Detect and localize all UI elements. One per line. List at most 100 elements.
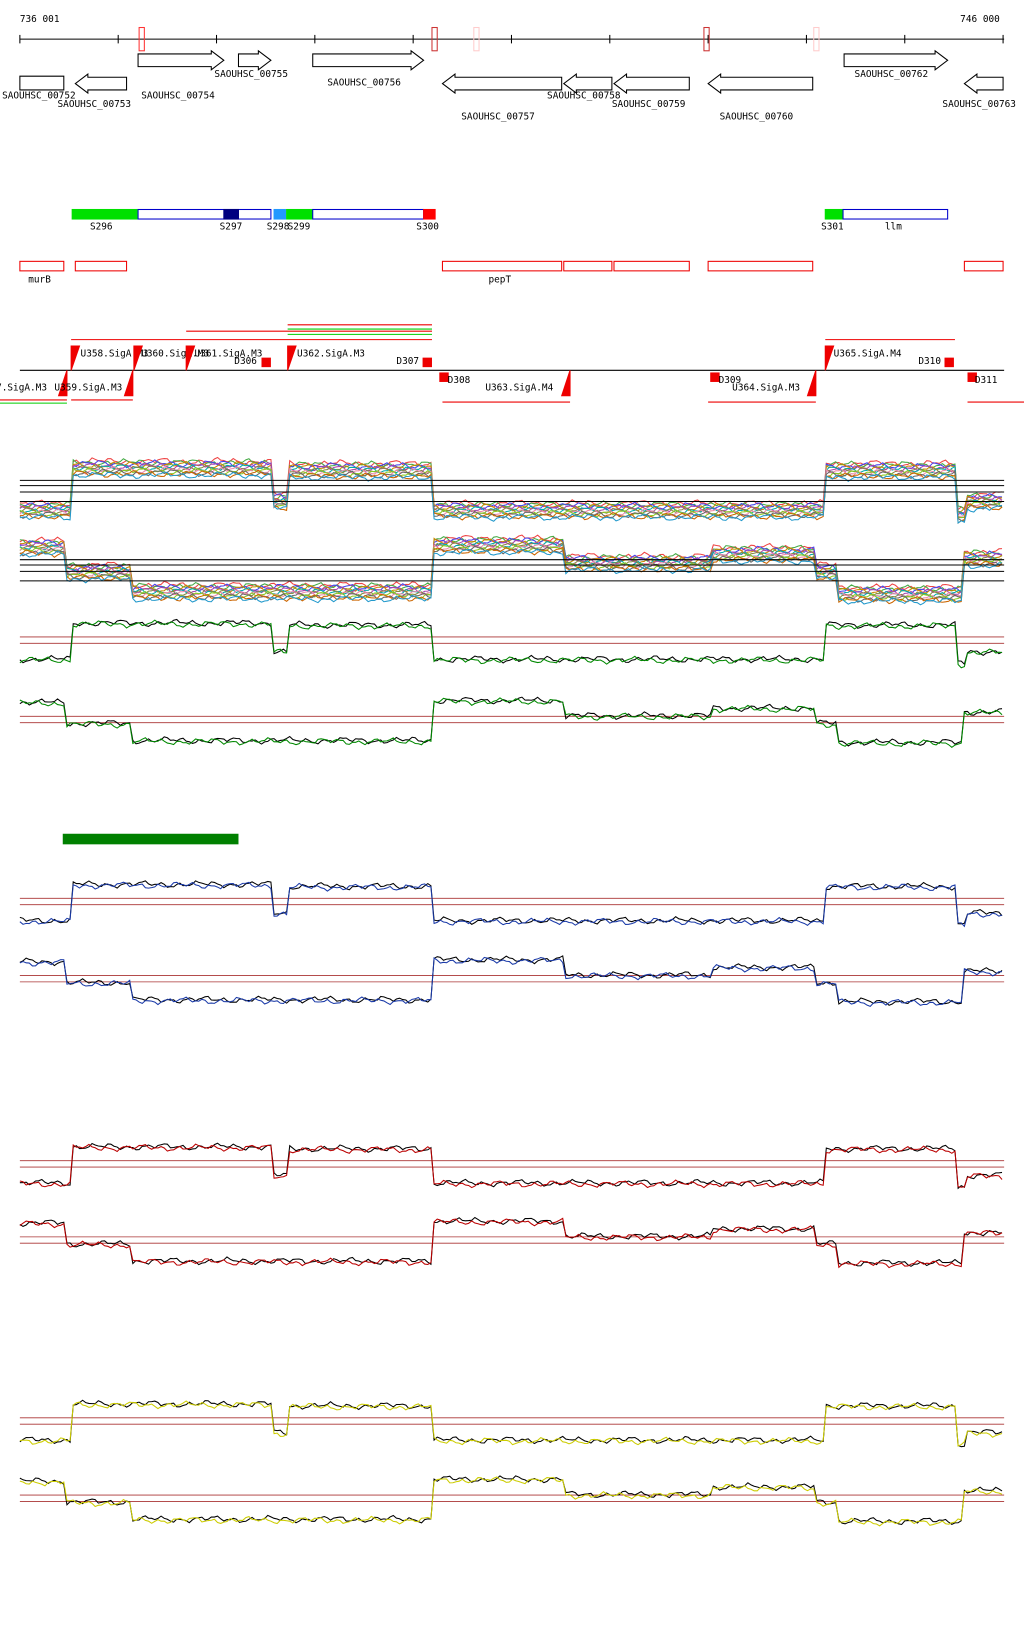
terminator [261, 357, 271, 368]
gene-arrow [707, 73, 814, 95]
promoter-flag [57, 370, 68, 397]
segment [312, 208, 425, 220]
signal-trace [19, 1143, 1003, 1189]
signal-trace [19, 463, 1003, 517]
promoter-label: U361.SigA.M3 [195, 349, 263, 360]
terminator [439, 372, 449, 382]
annotation-box [707, 260, 814, 272]
segment-label: S297 [220, 222, 243, 233]
gene-arrow [613, 73, 690, 95]
segment [286, 208, 314, 220]
signal-trace [19, 465, 1003, 517]
annotation-box [441, 260, 563, 272]
terminator [710, 372, 720, 382]
gene-arrow [441, 73, 563, 95]
ruler-end: 746 000 [960, 14, 1000, 25]
signal-trace [19, 1475, 1003, 1526]
annotation-box [563, 260, 613, 272]
signal-trace [19, 1399, 1003, 1448]
promoter-label: U359.SigA.M3 [54, 382, 122, 393]
promoter-label: U363.SigA.M4 [485, 382, 553, 393]
signal-trace [19, 956, 1003, 1007]
gene-arrow [74, 73, 128, 95]
gene-label: SAOUHSC_00753 [58, 99, 132, 110]
terminator [944, 357, 954, 368]
terminator-label: D311 [975, 375, 998, 386]
segment-label: S301 [821, 222, 844, 233]
promoter-flag [824, 345, 835, 371]
gene-arrow [237, 49, 272, 71]
ruler-marker [703, 26, 710, 52]
annotation-box [963, 260, 1004, 272]
promoter-flag [806, 370, 817, 397]
segment [137, 208, 272, 220]
promoter-label: U362.SigA.M3 [297, 349, 365, 360]
ruler-marker [813, 26, 820, 52]
signal-trace [19, 1142, 1003, 1190]
promoter-label: U364.SigA.M3 [732, 382, 800, 393]
signal-trace [19, 696, 1003, 747]
segment-label: S300 [416, 222, 439, 233]
promoter-flag [123, 370, 134, 397]
terminator-label: D307 [396, 356, 419, 367]
signal-trace [19, 458, 1003, 511]
ruler-marker [138, 26, 145, 52]
gene-label: SAOUHSC_00754 [141, 90, 215, 101]
segment [824, 208, 844, 220]
terminator-label: D310 [918, 356, 941, 367]
annotation-label: murB [28, 274, 51, 285]
gene-label: SAOUHSC_00763 [942, 99, 1016, 110]
terminator-label: D309 [719, 375, 742, 386]
gene-label: SAOUHSC_00758 [547, 90, 621, 101]
signal-trace [19, 618, 1003, 666]
gene-arrow [312, 49, 425, 71]
signal-trace [19, 1400, 1003, 1447]
annotation-label: pepT [488, 274, 511, 285]
signal-trace [19, 955, 1003, 1006]
ruler-marker [473, 26, 480, 52]
terminator-label: D308 [448, 375, 471, 386]
ruler-marker [431, 26, 438, 52]
signal-trace [19, 619, 1003, 669]
signal-trace [19, 697, 1003, 748]
segment [223, 208, 240, 220]
signal-trace [19, 548, 1003, 606]
segment [842, 208, 949, 220]
segment [423, 208, 436, 220]
segment-label: S299 [288, 222, 311, 233]
promoter-flag [185, 345, 196, 371]
annotation-box [74, 260, 128, 272]
signal-trace [19, 456, 1003, 511]
gene-label: SAOUHSC_00759 [612, 99, 686, 110]
segment [273, 208, 287, 220]
segment-label: S298 [267, 222, 290, 233]
gene-label: SAOUHSC_00755 [214, 69, 288, 80]
promoter-label: U357.SigA.M3 [0, 382, 47, 393]
gene-arrow [562, 73, 613, 95]
promoter-flag [133, 345, 143, 371]
segment [71, 208, 138, 220]
promoter-label: U360.SigA.M3 [141, 349, 209, 360]
terminator [967, 372, 977, 382]
signal-trace [19, 1476, 1003, 1527]
signal-trace [19, 881, 1003, 928]
promoter-flag [287, 345, 297, 371]
gene-arrow [19, 75, 65, 91]
gene-arrow [963, 73, 1004, 95]
promoter-label: U358.SigA.M3 [81, 349, 149, 360]
signal-trace [19, 471, 1003, 524]
ruler-start: 736 001 [20, 14, 60, 25]
gene-label: SAOUHSC_00760 [720, 112, 794, 123]
terminator [422, 357, 432, 368]
annotation-box [613, 260, 690, 272]
gene-arrow [137, 49, 225, 71]
segment-label: S296 [90, 222, 113, 233]
promoter-flag [70, 345, 81, 371]
signal-trace [19, 469, 1003, 524]
segment-label: llm [885, 222, 902, 233]
signal-trace [19, 1216, 1003, 1267]
gene-label: SAOUHSC_00762 [855, 69, 929, 80]
promoter-label: U365.SigA.M4 [834, 349, 902, 360]
